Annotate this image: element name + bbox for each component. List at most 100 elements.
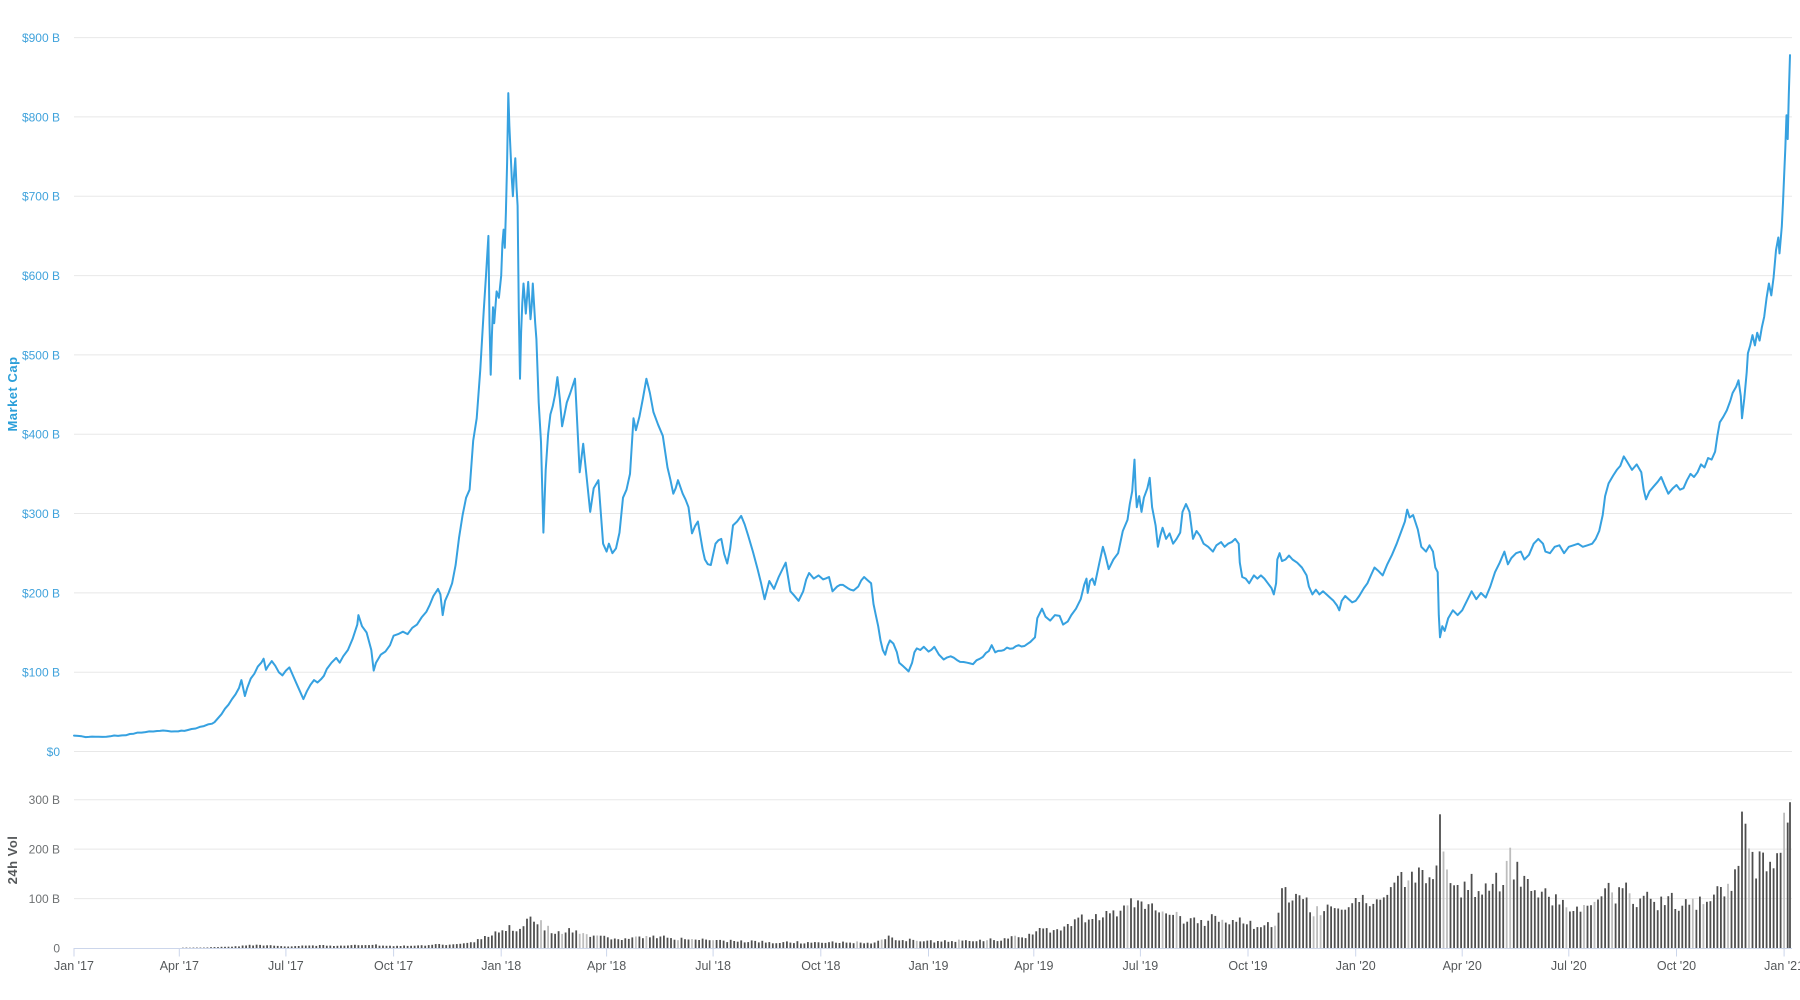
volume-bar [1049,932,1052,948]
volume-bar [1533,890,1536,948]
volume-bar [1365,903,1368,948]
market-cap-plot-area[interactable] [74,20,1792,759]
volume-bar [1031,934,1034,948]
volume-bar [733,941,736,948]
vol-ytick-label: 100 B [29,892,60,906]
volume-bar [989,938,992,948]
volume-bar [1593,901,1596,948]
volume-bar [684,939,686,948]
volume-bar [308,945,311,948]
volume-bar [315,945,318,948]
volume-bar [1720,887,1722,948]
volume-bar [1073,919,1076,948]
volume-bar [290,946,293,948]
x-axis-label: Jul '20 [1551,959,1587,973]
volume-bar [606,937,609,948]
volume-axis-title: 24h Vol [5,835,20,885]
volume-bar [1765,871,1768,948]
volume-bar [1042,928,1045,948]
volume-bar [1516,861,1519,948]
volume-bar [922,941,925,948]
volume-bar [1056,929,1059,948]
volume-bar [1755,878,1757,948]
volume-plot-area[interactable] [74,770,1792,948]
volume-bar [1762,852,1764,948]
volume-bar [1491,883,1494,948]
volume-bar [413,945,416,948]
volume-bar [262,945,265,948]
volume-bar [484,936,486,948]
volume-bar [441,944,444,948]
volume-bar [1400,872,1403,948]
volume-bar [877,940,880,948]
volume-bar [750,940,753,948]
volume-bar [399,946,402,948]
volume-bar [519,928,521,948]
volume-bar [954,941,957,948]
volume-bar [1677,910,1680,948]
volume-bar [645,936,648,948]
volume-bar [1597,899,1599,948]
volume-bar [568,928,570,948]
volume-bar [1267,922,1269,948]
volume-bar [1393,882,1396,948]
x-axis-label: Oct '20 [1657,959,1696,973]
volume-bar [719,939,721,948]
volume-bar [543,930,546,948]
volume-bar [1014,935,1016,948]
volume-bar [424,945,427,948]
volume-bar [280,946,283,948]
mc-ytick-label: $500 B [22,348,60,362]
volume-bar [596,935,599,948]
volume-bar [1295,893,1297,948]
volume-bar [417,945,419,948]
volume-bar [944,940,946,948]
volume-bar [241,945,244,948]
volume-bar [252,945,254,948]
volume-bar [491,935,493,948]
volume-bar [663,935,665,948]
volume-bar [1758,851,1761,948]
volume-bar [1579,911,1582,948]
volume-bar [979,939,981,948]
x-axis-label: Jul '19 [1123,959,1159,973]
volume-bar [1284,887,1287,948]
volume-bar [206,947,209,948]
volume-bar [526,918,528,948]
volume-bar [238,946,240,948]
volume-bar [1063,926,1066,948]
volume-bar [1439,814,1441,948]
volume-bar [1414,882,1417,948]
volume-bar [347,945,349,948]
volume-bar [575,930,578,948]
volume-bar [993,940,995,948]
volume-bar [231,946,233,948]
x-axis-label: Jul '18 [695,959,731,973]
volume-bar [1354,898,1357,948]
volume-bar [1224,922,1227,948]
volume-bar [1776,853,1778,948]
market-cap-line [73,54,1791,739]
volume-bar [1274,925,1276,948]
volume-bar [1305,897,1308,948]
volume-bar [1070,926,1073,948]
volume-bar [368,945,370,948]
volume-bar [1502,885,1505,948]
volume-bar [1246,924,1248,948]
volume-bar [266,945,268,948]
volume-bar [1358,902,1361,948]
volume-bar [1133,907,1136,948]
volume-bar [1182,923,1185,948]
volume-bar [1052,930,1055,948]
volume-bar [649,937,651,948]
volume-bar [1699,896,1701,948]
volume-bar [259,944,261,948]
volume-bar [1544,888,1547,948]
mc-ytick-label: $0 [47,745,61,759]
volume-bar [322,945,325,948]
volume-bar [1656,910,1659,948]
volume-bar [740,940,743,948]
volume-bar [301,945,304,948]
volume-bar [1091,919,1094,948]
volume-bar [659,936,662,948]
